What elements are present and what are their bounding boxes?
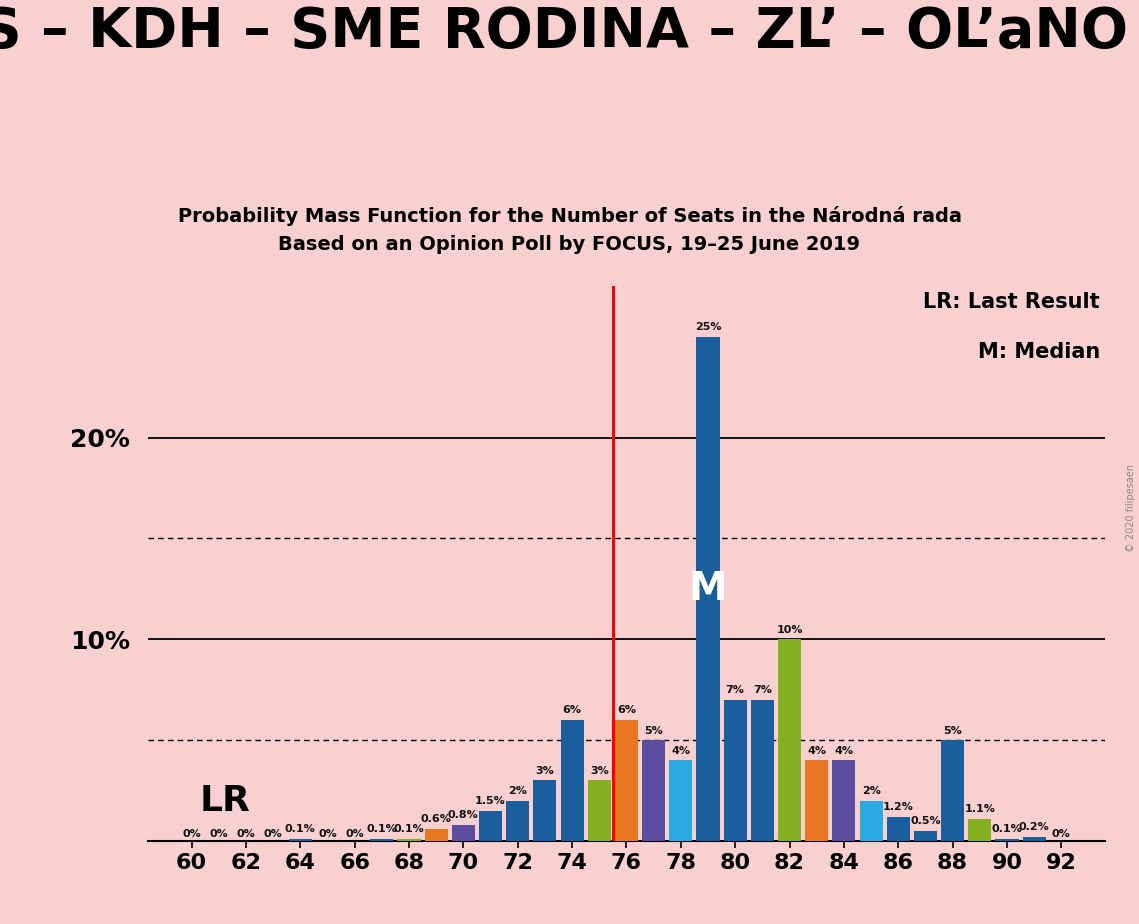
- Text: 0.1%: 0.1%: [367, 824, 398, 834]
- Text: 0%: 0%: [264, 829, 282, 839]
- Text: Based on an Opinion Poll by FOCUS, 19–25 June 2019: Based on an Opinion Poll by FOCUS, 19–25…: [279, 235, 860, 254]
- Text: 0.6%: 0.6%: [420, 814, 452, 824]
- Bar: [560, 720, 583, 841]
- Bar: [941, 740, 965, 841]
- Text: 2%: 2%: [508, 786, 527, 796]
- Text: 0.8%: 0.8%: [448, 810, 478, 821]
- Text: 0%: 0%: [1052, 829, 1071, 839]
- Text: 7%: 7%: [726, 686, 745, 695]
- Text: 0.2%: 0.2%: [1018, 822, 1049, 833]
- Bar: [506, 800, 530, 841]
- Bar: [968, 819, 991, 841]
- Text: 7%: 7%: [753, 686, 772, 695]
- Bar: [425, 829, 448, 841]
- Text: © 2020 filipesaen: © 2020 filipesaen: [1125, 464, 1136, 553]
- Text: 0%: 0%: [318, 829, 337, 839]
- Text: 0.1%: 0.1%: [394, 824, 425, 834]
- Text: OLU – SaS – KDH – SME RODINA – ZL’ – OL’aNO – MOS: OLU – SaS – KDH – SME RODINA – ZL’ – OL’…: [0, 5, 1139, 58]
- Text: 25%: 25%: [695, 322, 721, 333]
- Text: 0.1%: 0.1%: [285, 824, 316, 834]
- Text: 0.5%: 0.5%: [910, 816, 941, 826]
- Text: 4%: 4%: [671, 746, 690, 756]
- Text: 4%: 4%: [835, 746, 853, 756]
- Text: M: M: [689, 570, 728, 608]
- Bar: [588, 781, 611, 841]
- Text: Probability Mass Function for the Number of Seats in the Národná rada: Probability Mass Function for the Number…: [178, 206, 961, 226]
- Text: M: Median: M: Median: [977, 342, 1100, 362]
- Bar: [615, 720, 638, 841]
- Text: 0.1%: 0.1%: [992, 824, 1023, 834]
- Bar: [886, 817, 910, 841]
- Text: 6%: 6%: [563, 705, 582, 715]
- Text: 0%: 0%: [345, 829, 364, 839]
- Bar: [398, 839, 420, 841]
- Text: 3%: 3%: [590, 766, 608, 776]
- Bar: [1023, 837, 1046, 841]
- Bar: [723, 699, 747, 841]
- Bar: [778, 639, 801, 841]
- Text: 1.2%: 1.2%: [883, 802, 913, 812]
- Text: 10%: 10%: [777, 625, 803, 635]
- Text: 0%: 0%: [210, 829, 228, 839]
- Text: 1.1%: 1.1%: [965, 804, 995, 814]
- Bar: [480, 810, 502, 841]
- Text: 0%: 0%: [237, 829, 255, 839]
- Bar: [642, 740, 665, 841]
- Bar: [533, 781, 557, 841]
- Text: 0%: 0%: [182, 829, 200, 839]
- Text: LR: LR: [199, 784, 251, 818]
- Bar: [751, 699, 773, 841]
- Bar: [913, 831, 937, 841]
- Text: 3%: 3%: [535, 766, 555, 776]
- Bar: [805, 760, 828, 841]
- Text: LR: Last Result: LR: Last Result: [924, 292, 1100, 312]
- Text: 4%: 4%: [808, 746, 826, 756]
- Bar: [670, 760, 693, 841]
- Text: 1.5%: 1.5%: [475, 796, 506, 806]
- Text: 6%: 6%: [617, 705, 636, 715]
- Bar: [833, 760, 855, 841]
- Text: 2%: 2%: [861, 786, 880, 796]
- Bar: [288, 839, 312, 841]
- Bar: [370, 839, 393, 841]
- Bar: [696, 337, 720, 841]
- Text: 5%: 5%: [645, 725, 663, 736]
- Bar: [452, 825, 475, 841]
- Text: 5%: 5%: [943, 725, 962, 736]
- Bar: [860, 800, 883, 841]
- Bar: [995, 839, 1018, 841]
